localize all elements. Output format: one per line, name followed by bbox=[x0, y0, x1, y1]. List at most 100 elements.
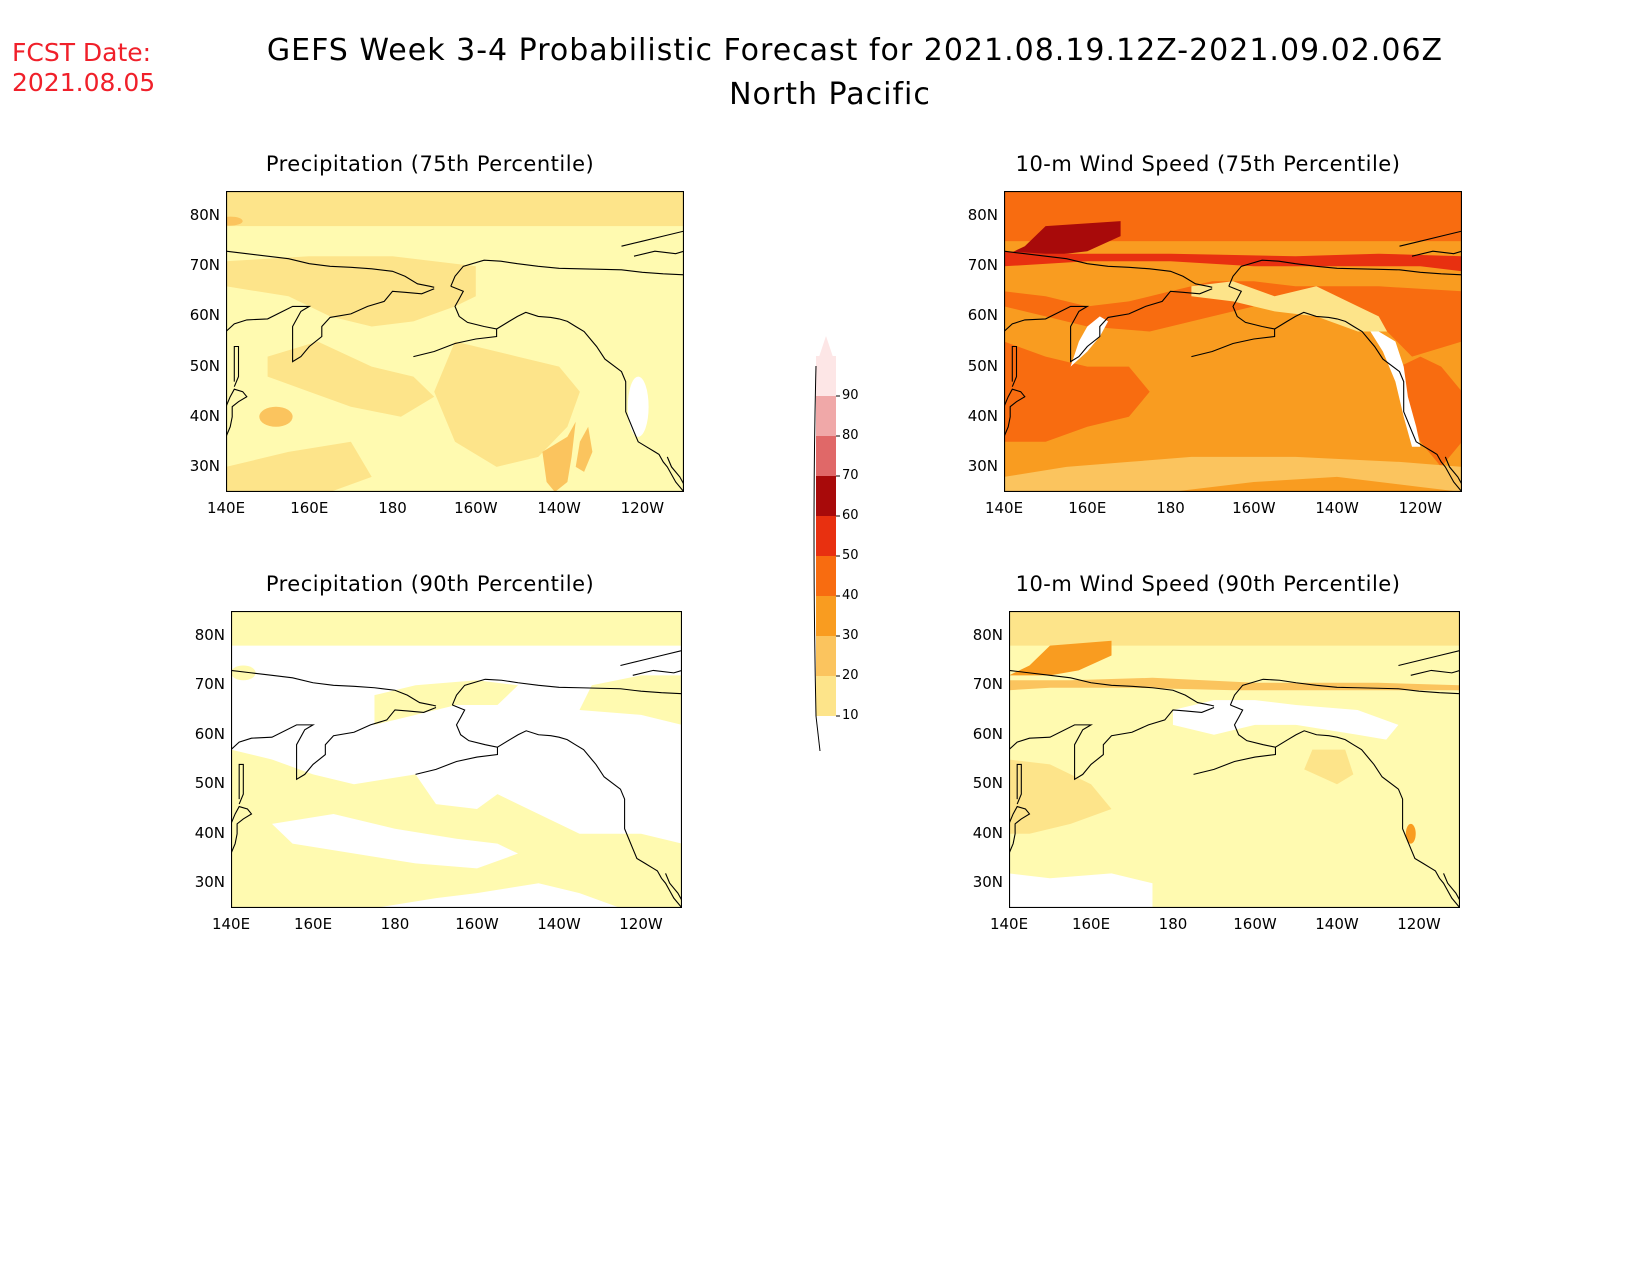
band-50-60 bbox=[1004, 341, 1150, 442]
shaded-area bbox=[226, 441, 372, 492]
y-tick-label: 60N bbox=[972, 724, 1003, 743]
band-20-30 bbox=[226, 191, 684, 227]
map-frame bbox=[226, 191, 684, 492]
colorbar-swatch bbox=[816, 396, 836, 436]
x-tick-label: 180 bbox=[1156, 499, 1185, 517]
colorbar-swatch bbox=[816, 596, 836, 636]
band-30-40 bbox=[1004, 456, 1462, 492]
x-tick-label: 140W bbox=[1315, 499, 1359, 517]
x-tick-label: 120W bbox=[1397, 915, 1441, 933]
y-tick-label: 70N bbox=[967, 256, 998, 275]
x-tick-label: 160E bbox=[1071, 915, 1111, 933]
colorbar-swatch bbox=[816, 636, 836, 676]
coastline bbox=[1444, 456, 1462, 485]
coastline bbox=[413, 285, 498, 358]
x-tick-label: 140W bbox=[537, 915, 581, 933]
panel-precip-75: Precipitation (75th Percentile) 80N 70N 60… bbox=[150, 150, 710, 520]
band-50-60 bbox=[1399, 356, 1462, 467]
band-20-30 bbox=[1304, 749, 1354, 785]
colorbar-outline bbox=[813, 365, 817, 717]
x-tick-label: 120W bbox=[619, 915, 663, 933]
coastline bbox=[1274, 311, 1462, 492]
map-precip-75 bbox=[226, 191, 684, 492]
coastline bbox=[226, 288, 435, 363]
coastline bbox=[666, 456, 684, 485]
x-tick-label: 140E bbox=[206, 499, 246, 517]
colorbar-swatch bbox=[816, 676, 836, 716]
coastline bbox=[1004, 388, 1026, 438]
coastline bbox=[233, 345, 240, 387]
x-tick-label: 160W bbox=[1232, 499, 1276, 517]
x-tick-label: 140E bbox=[211, 915, 251, 933]
band-40-50 bbox=[1009, 640, 1112, 676]
y-tick-label: 40N bbox=[189, 406, 220, 425]
y-tick-label: 50N bbox=[972, 774, 1003, 793]
white-area bbox=[1009, 873, 1153, 908]
coastline bbox=[415, 704, 499, 775]
panel-title: 10-m Wind Speed (75th Percentile) bbox=[1015, 152, 1401, 176]
coastline bbox=[1016, 763, 1022, 805]
page-subtitle: North Pacific bbox=[729, 77, 931, 112]
y-tick-label: 50N bbox=[194, 774, 225, 793]
x-tick-label: 180 bbox=[1158, 915, 1188, 933]
coastline bbox=[1443, 873, 1460, 901]
band-10-20 bbox=[374, 680, 519, 725]
colorbar-swatches bbox=[813, 336, 840, 752]
y-tick-label: 60N bbox=[194, 724, 225, 743]
panel-title: Precipitation (90th Percentile) bbox=[265, 572, 595, 596]
band-20-30 bbox=[1009, 759, 1112, 834]
band-40-50 bbox=[1405, 823, 1416, 844]
shaded-area bbox=[226, 256, 476, 327]
white-area bbox=[271, 813, 519, 869]
colorbar-swatch bbox=[816, 356, 836, 396]
colorbar-swatch bbox=[816, 476, 836, 516]
x-tick-label: 160E bbox=[293, 915, 333, 933]
x-tick-label: 160W bbox=[454, 499, 498, 517]
coastline bbox=[1275, 730, 1460, 908]
fcst-date-label: FCST Date: bbox=[12, 38, 152, 67]
coastline bbox=[1229, 678, 1460, 706]
coastline bbox=[226, 388, 248, 438]
white-area bbox=[1172, 700, 1399, 740]
coastline bbox=[231, 669, 437, 707]
coastline bbox=[1011, 345, 1018, 387]
colorbar-label: 60 bbox=[842, 508, 859, 523]
coastline bbox=[497, 730, 682, 908]
y-tick-label: 50N bbox=[189, 356, 220, 375]
x-tick-label: 140E bbox=[984, 499, 1024, 517]
colorbar-label: 50 bbox=[842, 548, 859, 563]
coastline bbox=[1228, 259, 1462, 287]
band-70-80 bbox=[1004, 221, 1121, 257]
colorbar-swatch bbox=[816, 516, 836, 556]
coastline bbox=[1004, 288, 1213, 363]
colorbar-swatch bbox=[816, 556, 836, 596]
y-tick-label: 30N bbox=[967, 456, 998, 475]
y-tick-label: 70N bbox=[972, 675, 1003, 694]
y-tick-label: 40N bbox=[194, 823, 225, 842]
coastline bbox=[1193, 704, 1277, 775]
panel-wind-75: 10-m Wind Speed (75th Percentile) 80N 70N… bbox=[928, 150, 1488, 520]
colorbar-label: 80 bbox=[842, 428, 859, 443]
y-tick-label: 80N bbox=[972, 625, 1003, 644]
colorbar: 90 80 70 60 50 40 30 20 10 bbox=[810, 336, 870, 756]
coastline bbox=[621, 230, 684, 247]
band-10-20 bbox=[579, 675, 682, 725]
panel-precip-90: Precipitation (90th Percentile) 80N 70N 60… bbox=[150, 570, 710, 940]
band-10-20 bbox=[231, 749, 682, 908]
fcst-date-value: 2021.08.05 bbox=[12, 68, 156, 97]
y-tick-label: 70N bbox=[194, 675, 225, 694]
coastline bbox=[1009, 669, 1215, 707]
colorbar-label: 70 bbox=[842, 468, 859, 483]
x-tick-label: 140W bbox=[1315, 915, 1359, 933]
x-tick-label: 120W bbox=[620, 499, 665, 517]
x-tick-label: 160W bbox=[455, 915, 499, 933]
white-area bbox=[1370, 331, 1421, 447]
coastline bbox=[632, 669, 682, 676]
y-tick-label: 30N bbox=[194, 873, 225, 892]
x-tick-label: 180 bbox=[378, 499, 407, 517]
coastline bbox=[1398, 650, 1460, 666]
band-30-40 bbox=[226, 216, 243, 226]
map-frame bbox=[1004, 191, 1462, 492]
band-10-20 bbox=[231, 665, 256, 681]
panel-wind-90: 10-m Wind Speed (90th Percentile) 80N 70N… bbox=[928, 570, 1488, 940]
